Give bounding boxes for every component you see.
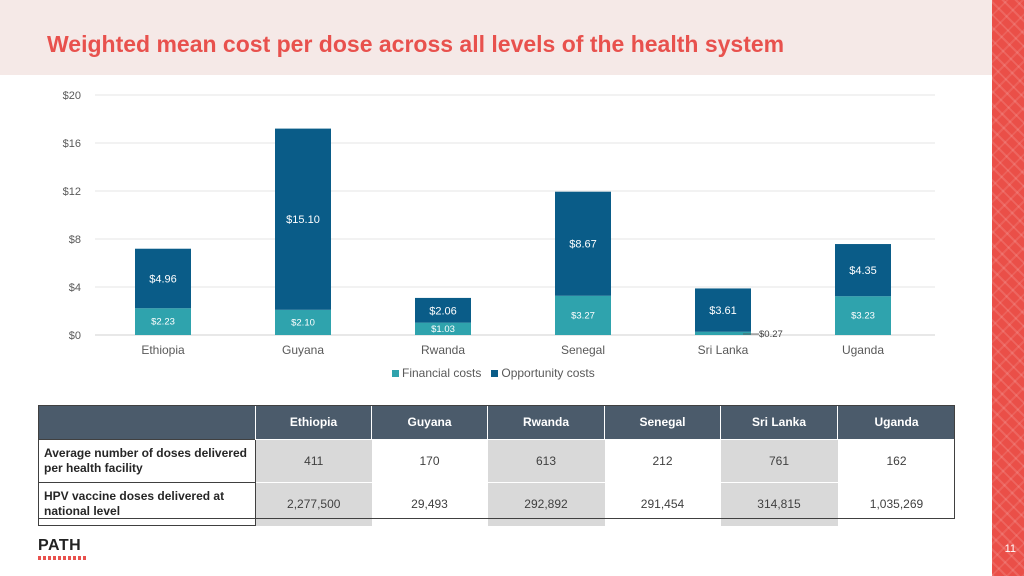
data-label-opportunity: $2.06 — [429, 305, 457, 317]
data-label-opportunity: $4.35 — [849, 265, 877, 277]
legend-label-financial: Financial costs — [402, 366, 482, 380]
chart-legend: Financial costs Opportunity costs — [392, 366, 595, 380]
legend-item-opportunity: Opportunity costs — [491, 366, 595, 380]
data-label-opportunity: $3.61 — [709, 305, 737, 317]
data-label-opportunity: $15.10 — [286, 214, 320, 226]
bar-opportunity — [555, 191, 611, 296]
y-tick-label: $8 — [69, 234, 81, 246]
table-cell: 170 — [371, 439, 488, 483]
data-label-financial: $3.27 — [571, 310, 595, 321]
table-cell: 613 — [487, 439, 605, 483]
row-label: HPV vaccine doses delivered at national … — [38, 482, 256, 526]
data-label-opportunity: $8.67 — [569, 239, 597, 251]
table-header-row: Ethiopia Guyana Rwanda Senegal Sri Lanka… — [38, 405, 956, 440]
bar-opportunity — [415, 297, 471, 323]
y-tick-label: $20 — [63, 90, 81, 102]
bar-opportunity — [275, 128, 331, 310]
bar-financial — [695, 331, 751, 335]
table-cell: 1,035,269 — [837, 482, 956, 526]
table-header-cell: Rwanda — [487, 405, 605, 440]
bar-financial — [275, 309, 331, 335]
bar-financial — [555, 295, 611, 335]
y-tick-label: $16 — [63, 138, 81, 150]
category-label: Ethiopia — [141, 343, 185, 357]
decorative-side-strip — [992, 0, 1024, 576]
category-label: Senegal — [561, 343, 605, 357]
category-label: Guyana — [282, 343, 324, 357]
data-label-financial: $2.23 — [151, 317, 175, 328]
legend-item-financial: Financial costs — [392, 366, 481, 380]
legend-swatch-opportunity — [491, 369, 499, 377]
bar-opportunity — [835, 244, 891, 297]
table-cell: 2,277,500 — [255, 482, 372, 526]
legend-label-opportunity: Opportunity costs — [501, 366, 595, 380]
path-logo: PATH — [38, 538, 88, 560]
page-number: 11 — [1004, 543, 1016, 555]
y-tick-label: $12 — [63, 186, 81, 198]
table-header-cell: Sri Lanka — [720, 405, 838, 440]
data-label-financial: $3.23 — [851, 311, 875, 322]
bar-financial — [415, 322, 471, 335]
table-cell: 761 — [720, 439, 838, 483]
logo-underline — [38, 556, 88, 560]
table-header-cell: Uganda — [837, 405, 956, 440]
data-label-opportunity: $4.96 — [149, 273, 177, 285]
table-cell: 314,815 — [720, 482, 838, 526]
category-label: Rwanda — [421, 343, 465, 357]
bar-opportunity — [695, 288, 751, 332]
table-header-cell: Ethiopia — [255, 405, 372, 440]
table-cell: 29,493 — [371, 482, 488, 526]
table-header-cell: Senegal — [604, 405, 721, 440]
category-label: Sri Lanka — [698, 343, 749, 357]
bar-financial — [835, 296, 891, 335]
table-row: HPV vaccine doses delivered at national … — [38, 482, 956, 526]
y-tick-label: $0 — [69, 330, 81, 342]
category-label: Uganda — [842, 343, 884, 357]
data-label-financial: $0.27 — [759, 329, 783, 340]
row-label: Average number of doses delivered per he… — [38, 439, 256, 483]
table-cell: 291,454 — [604, 482, 721, 526]
table-cell: 292,892 — [487, 482, 605, 526]
y-tick-label: $4 — [69, 282, 81, 294]
data-label-financial: $2.10 — [291, 317, 315, 328]
bar-opportunity — [135, 248, 191, 309]
table-header-cell — [38, 405, 256, 440]
title-band — [0, 0, 992, 75]
slide-title: Weighted mean cost per dose across all l… — [47, 31, 785, 57]
table-header-cell: Guyana — [371, 405, 488, 440]
logo-text: PATH — [38, 537, 82, 554]
table-cell: 411 — [255, 439, 372, 483]
table-cell: 162 — [837, 439, 956, 483]
summary-table: Ethiopia Guyana Rwanda Senegal Sri Lanka… — [38, 405, 956, 526]
legend-swatch-financial — [392, 369, 399, 377]
bar-financial — [135, 308, 191, 335]
table-row: Average number of doses delivered per he… — [38, 439, 956, 483]
table-cell: 212 — [604, 439, 721, 483]
stacked-bar-chart: $0 $4 $8 $12 $16 $20 $2.23 $4.96 Ethiopia $2.10 $1… — [63, 90, 935, 357]
data-label-financial: $1.03 — [431, 324, 455, 335]
